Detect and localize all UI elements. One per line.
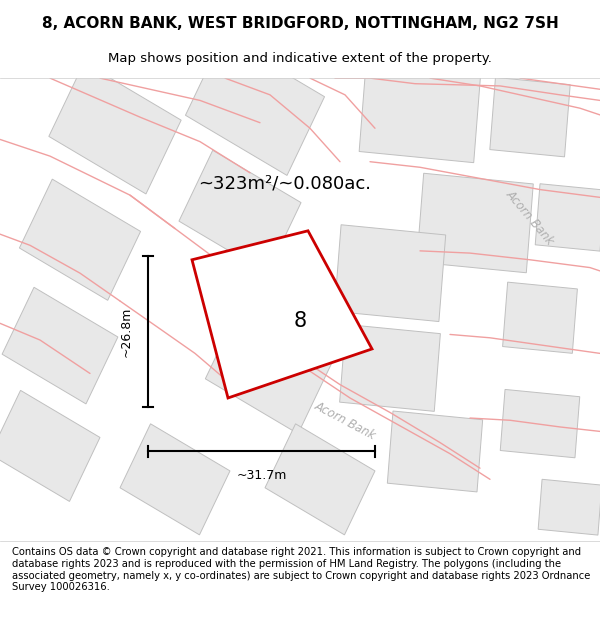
Polygon shape — [19, 179, 140, 301]
Polygon shape — [359, 61, 481, 162]
Polygon shape — [500, 389, 580, 458]
Text: Acorn Bank: Acorn Bank — [503, 188, 557, 248]
Polygon shape — [503, 282, 577, 353]
Text: ~323m²/~0.080ac.: ~323m²/~0.080ac. — [199, 175, 371, 193]
Text: ~31.7m: ~31.7m — [236, 469, 287, 482]
Polygon shape — [334, 225, 446, 321]
Text: Contains OS data © Crown copyright and database right 2021. This information is : Contains OS data © Crown copyright and d… — [12, 548, 590, 592]
Polygon shape — [185, 36, 325, 176]
Polygon shape — [265, 424, 375, 535]
Text: ~26.8m: ~26.8m — [119, 306, 133, 357]
Polygon shape — [179, 150, 301, 274]
Polygon shape — [49, 62, 181, 194]
Polygon shape — [340, 324, 440, 411]
Polygon shape — [0, 391, 100, 501]
Polygon shape — [538, 479, 600, 535]
Text: Acorn Bank: Acorn Bank — [312, 399, 378, 442]
Polygon shape — [2, 288, 118, 404]
Polygon shape — [192, 231, 372, 398]
Polygon shape — [490, 78, 570, 157]
Text: Map shows position and indicative extent of the property.: Map shows position and indicative extent… — [108, 52, 492, 65]
Polygon shape — [417, 173, 533, 272]
Text: 8: 8 — [293, 311, 307, 331]
Polygon shape — [120, 424, 230, 535]
Polygon shape — [535, 184, 600, 251]
Polygon shape — [205, 302, 335, 434]
Polygon shape — [388, 411, 482, 492]
Text: 8, ACORN BANK, WEST BRIDGFORD, NOTTINGHAM, NG2 7SH: 8, ACORN BANK, WEST BRIDGFORD, NOTTINGHA… — [41, 16, 559, 31]
